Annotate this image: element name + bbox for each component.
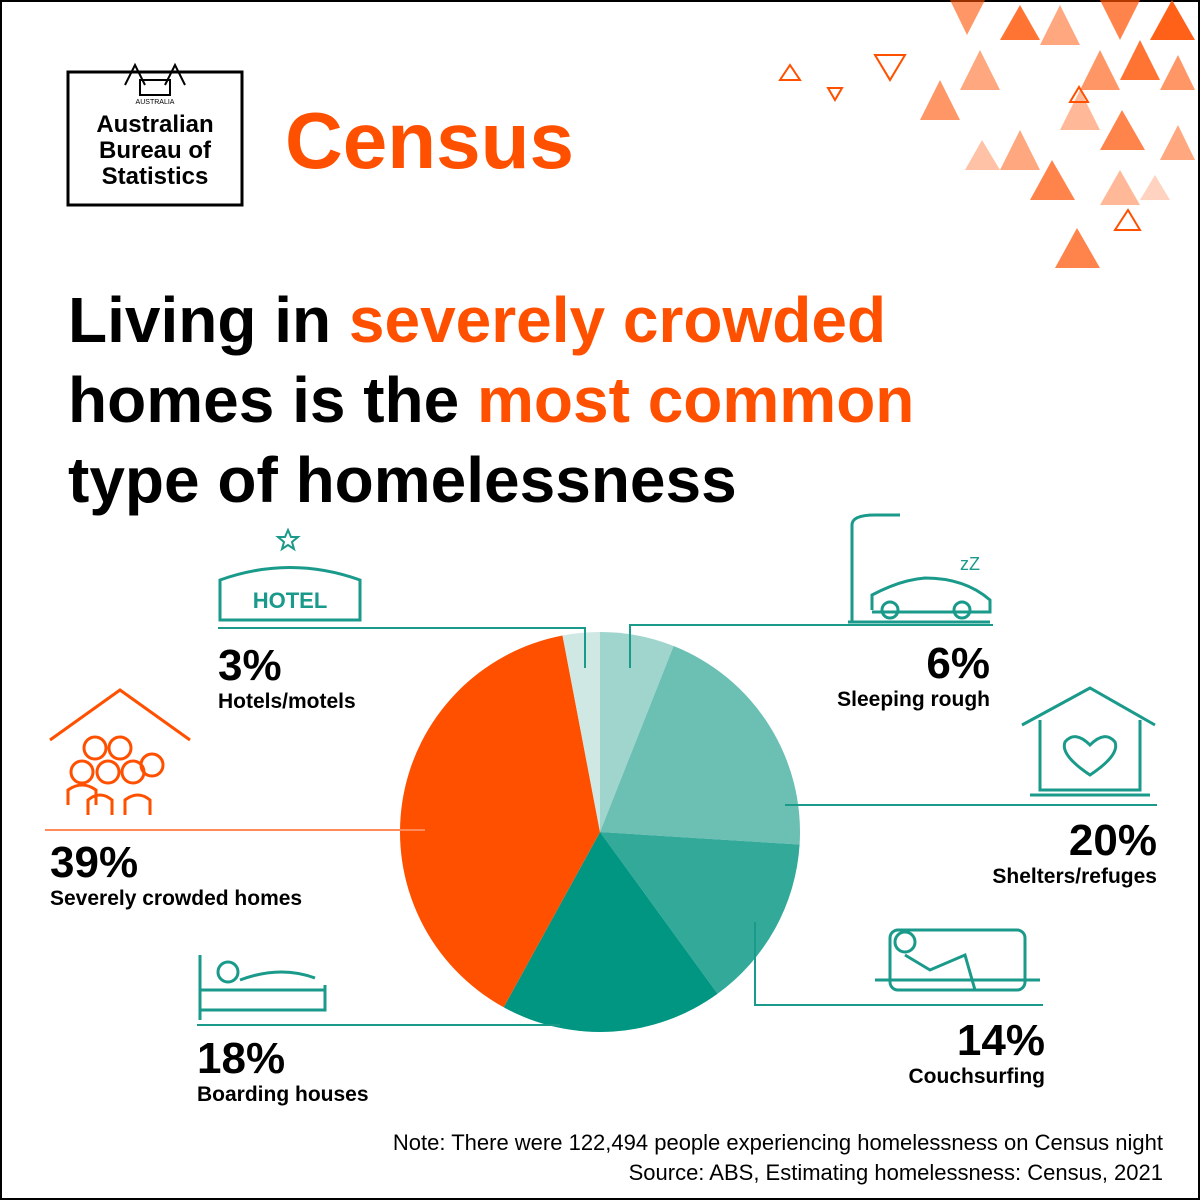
source: Source: ABS, Estimating homelessness: Ce…	[629, 1160, 1163, 1185]
pie-slice	[503, 832, 718, 1032]
svg-text:zZ: zZ	[960, 554, 980, 574]
icons: HOTEL zZ	[49, 513, 1156, 1020]
category-label: Sleeping rough	[837, 688, 990, 711]
category-label: Couchsurfing	[909, 1065, 1046, 1088]
logo-line: Bureau of	[99, 137, 212, 164]
value-label: 20%	[1069, 816, 1157, 865]
pie-slice	[562, 632, 600, 832]
leader-line	[629, 624, 993, 668]
title-line: homes is the most common	[68, 364, 914, 436]
value-label: 14%	[957, 1016, 1045, 1065]
svg-text:HOTEL: HOTEL	[253, 588, 328, 613]
leader-line	[218, 627, 586, 668]
pie	[399, 632, 800, 1032]
leader-line	[754, 922, 1043, 1006]
value-label: 18%	[197, 1034, 285, 1083]
category-label: Hotels/motels	[218, 690, 356, 713]
chart-title: Living in severely crowded homes is the m…	[68, 284, 914, 516]
title-line: type of homelessness	[68, 444, 737, 516]
logo-line: Statistics	[102, 163, 209, 190]
brand: Census	[285, 96, 574, 185]
title-segment: Living in	[68, 284, 349, 356]
title-segment: homes is the	[68, 364, 477, 436]
pie-slice	[600, 632, 674, 832]
title-segment: type of homelessness	[68, 444, 737, 516]
category-label: Severely crowded homes	[50, 887, 302, 910]
title-line: Living in severely crowded	[68, 284, 886, 356]
value-label: 3%	[218, 641, 282, 690]
title-segment: most common	[477, 364, 914, 436]
value-label: 6%	[926, 639, 990, 688]
pie-slice	[600, 646, 800, 845]
labels: 6%Sleeping rough 20%Shelters/refuges 14%Co…	[45, 624, 1157, 1106]
category-label: Boarding houses	[197, 1083, 369, 1106]
logo: AUSTRALIA Australian Bureau of Statistic…	[66, 62, 244, 207]
category-label: Shelters/refuges	[992, 865, 1157, 888]
note: Note: There were 122,494 people experien…	[393, 1130, 1163, 1155]
decor-triangles	[778, 0, 1195, 268]
logo-line: Australian	[96, 111, 213, 138]
value-label: 39%	[50, 838, 138, 887]
pie-slice	[399, 635, 600, 1008]
crest-text: AUSTRALIA	[136, 99, 175, 106]
pie-slice	[600, 832, 800, 994]
title-segment: severely crowded	[349, 284, 886, 356]
